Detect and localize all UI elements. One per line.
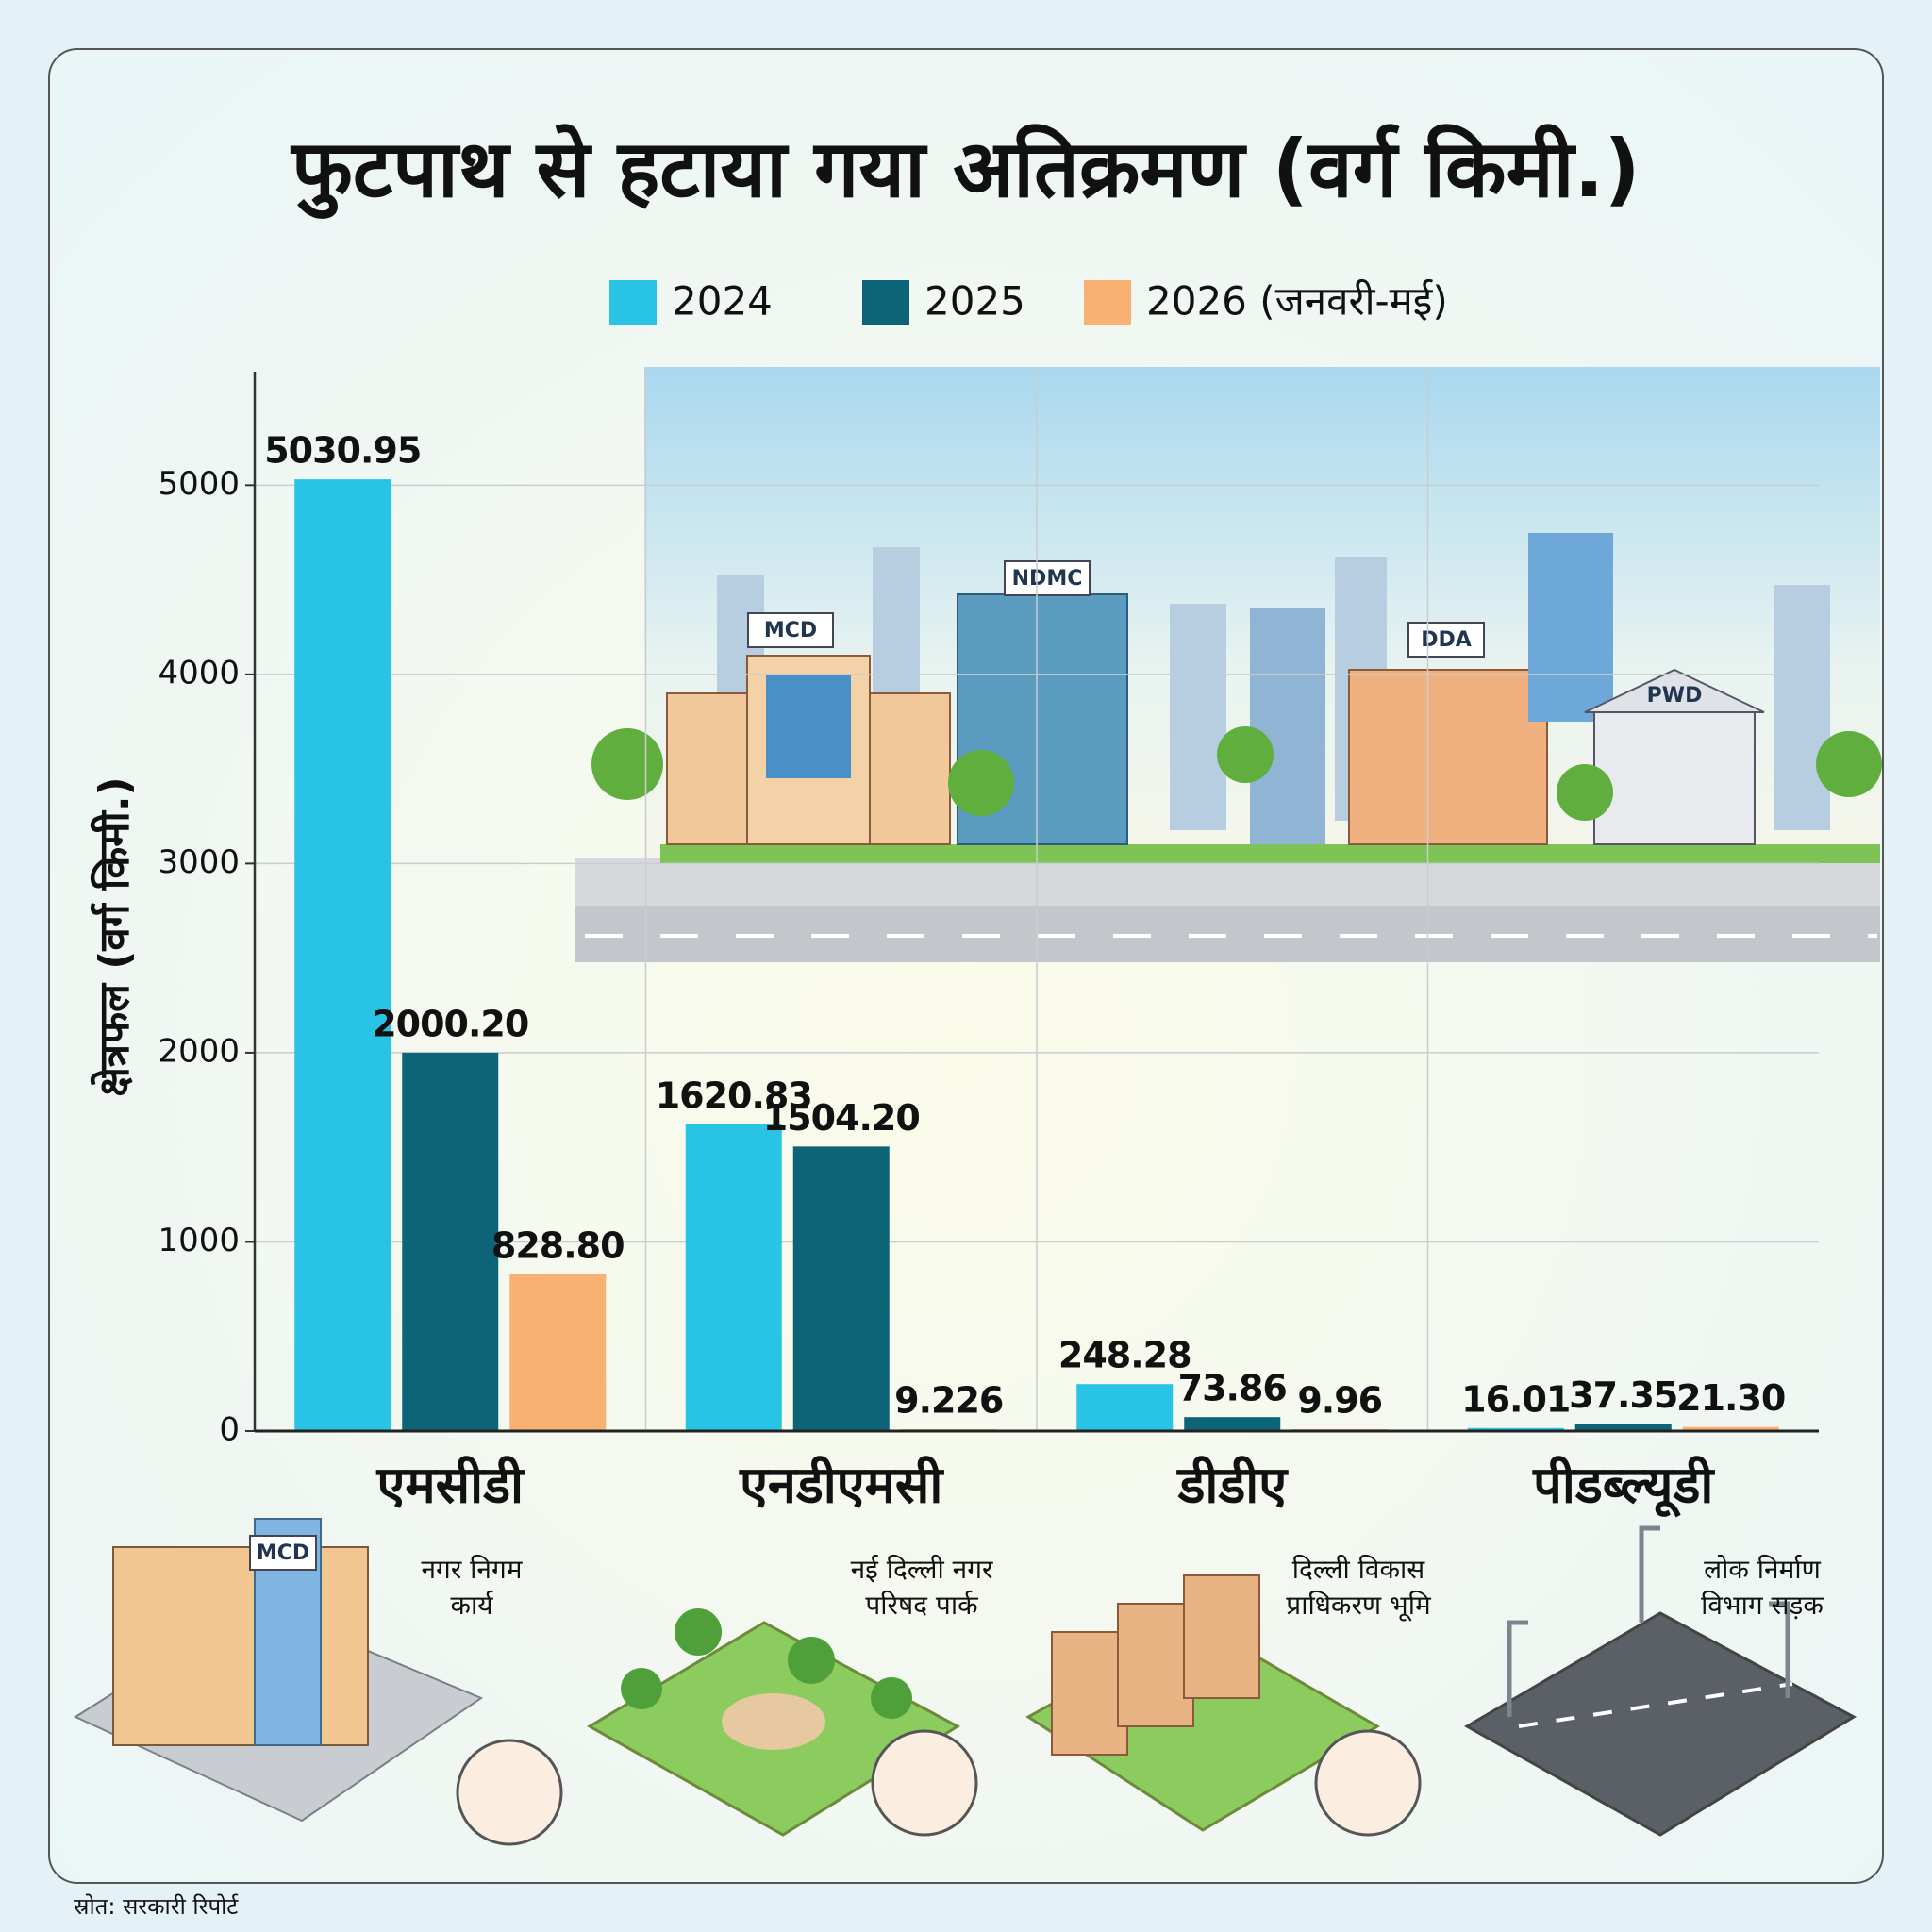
legend-swatch bbox=[1084, 280, 1131, 325]
value-label: 1620.83 bbox=[656, 1074, 812, 1116]
building-sign: MCD bbox=[257, 1541, 309, 1565]
illustration-caption: कार्य bbox=[451, 1590, 494, 1621]
y-axis-label: क्षेत्रफल (वर्ग किमी.) bbox=[90, 776, 139, 1096]
y-tick-label: 1000 bbox=[158, 1222, 240, 1259]
value-label: 9.96 bbox=[1297, 1380, 1382, 1422]
x-tick-label: एमसीडी bbox=[375, 1456, 525, 1515]
building-sign: MCD bbox=[764, 619, 817, 642]
illustration-caption: नगर निगम bbox=[422, 1554, 524, 1585]
bar bbox=[685, 1124, 782, 1431]
source-note: स्रोत: सरकारी रिपोर्ट bbox=[74, 1893, 239, 1920]
y-tick-label: 5000 bbox=[158, 465, 240, 503]
value-label: 73.86 bbox=[1178, 1368, 1287, 1409]
building-sign: NDMC bbox=[1012, 567, 1083, 591]
bar bbox=[1682, 1426, 1779, 1431]
city-illustration: MCD NDMC DDA PWD bbox=[575, 367, 1882, 962]
building-sign: PWD bbox=[1647, 684, 1703, 708]
bar bbox=[1467, 1427, 1564, 1431]
bar bbox=[509, 1274, 607, 1431]
illustration-caption: नई दिल्ली नगर bbox=[851, 1554, 993, 1585]
legend-label: 2024 bbox=[672, 278, 773, 325]
value-label: 2000.20 bbox=[372, 1003, 528, 1044]
bottom-illustrations: MCD bbox=[73, 1518, 1857, 1846]
value-label: 16.01 bbox=[1461, 1378, 1570, 1420]
illustration-caption: प्राधिकरण भूमि bbox=[1286, 1590, 1432, 1622]
illustration-caption: विभाग सड़क bbox=[1701, 1590, 1824, 1621]
x-tick-label: पीडब्ल्यूडी bbox=[1532, 1456, 1715, 1518]
legend-label: 2026 (जनवरी-मई) bbox=[1146, 278, 1448, 325]
value-label: 1504.20 bbox=[763, 1097, 920, 1139]
value-label: 9.226 bbox=[894, 1380, 1003, 1422]
value-label: 828.80 bbox=[491, 1224, 625, 1266]
y-tick-label: 4000 bbox=[158, 654, 240, 691]
bar bbox=[1076, 1384, 1174, 1431]
legend-swatch bbox=[609, 280, 657, 325]
bar bbox=[792, 1146, 890, 1431]
x-tick-label: डीडीए bbox=[1175, 1456, 1289, 1515]
bar bbox=[402, 1052, 499, 1431]
illustration-caption: दिल्ली विकास bbox=[1292, 1554, 1425, 1585]
value-label: 248.28 bbox=[1058, 1335, 1191, 1376]
legend-swatch bbox=[862, 280, 909, 325]
chart-title: फुटपाथ से हटाया गया अतिक्रमण (वर्ग किमी.… bbox=[290, 123, 1641, 219]
bar bbox=[1184, 1417, 1281, 1431]
bar bbox=[294, 479, 391, 1431]
y-tick-label: 0 bbox=[219, 1411, 240, 1449]
illustration-caption: लोक निर्माण bbox=[1704, 1554, 1821, 1585]
legend-label: 2025 bbox=[924, 278, 1025, 325]
value-label: 37.35 bbox=[1569, 1374, 1677, 1416]
illustration-caption: परिषद पार्क bbox=[865, 1590, 978, 1621]
x-tick-label: एनडीएमसी bbox=[739, 1456, 944, 1515]
building-sign: DDA bbox=[1421, 628, 1472, 652]
bar bbox=[1574, 1424, 1672, 1431]
value-label: 21.30 bbox=[1676, 1377, 1785, 1419]
value-label: 5030.95 bbox=[264, 430, 421, 472]
y-tick-label: 3000 bbox=[158, 843, 240, 881]
y-tick-label: 2000 bbox=[158, 1032, 240, 1070]
